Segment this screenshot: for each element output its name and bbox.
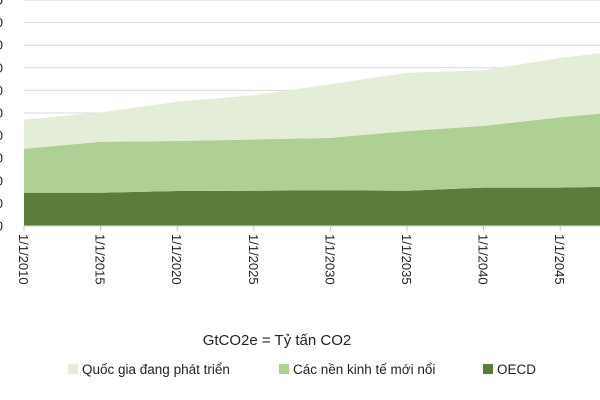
x-tick-label: 1/1/2020 (169, 234, 184, 285)
y-tick-label: 0 (0, 83, 3, 98)
legend-swatch (483, 364, 493, 374)
unit-note: GtCO2e = Tỷ tấn CO2 (203, 332, 352, 349)
area-series-2 (24, 113, 600, 193)
x-tick-label: 1/1/2025 (246, 234, 261, 285)
y-tick-label: 0 (0, 38, 3, 53)
x-tick-label: 1/1/2030 (322, 234, 337, 285)
y-tick-label: 0 (0, 219, 3, 234)
y-tick-label: 0 (0, 196, 3, 211)
x-tick-label: 1/1/2010 (16, 234, 31, 285)
legend-label: Các nền kinh tế mới nổi (293, 362, 435, 377)
x-tick-label: 1/1/2015 (93, 234, 108, 285)
y-tick-label: 0 (0, 15, 3, 30)
plot-area (24, 0, 600, 226)
y-tick-label: 0 (0, 173, 3, 188)
x-axis: 1/1/2010 1/1/2015 1/1/2020 1/1/2025 1/1/2030… (16, 225, 600, 285)
legend-label: OECD (497, 362, 536, 377)
x-tick-label: 1/1/2045 (552, 234, 567, 285)
x-tick-label: 1/1/2035 (399, 234, 414, 285)
y-tick-label: 0 (0, 106, 3, 121)
legend: Quốc gia đang phát triển Các nền kinh tế … (68, 362, 536, 377)
y-tick-label: 0 (0, 128, 3, 143)
y-tick-label: 0 (0, 151, 3, 166)
area-series-3 (24, 53, 600, 149)
legend-swatch (68, 364, 78, 374)
x-tick-label: 1/1/2040 (476, 234, 491, 285)
legend-label: Quốc gia đang phát triển (82, 362, 230, 377)
y-tick-label: 0 (0, 60, 3, 75)
legend-swatch (279, 364, 289, 374)
y-tick-label: 0 (0, 0, 3, 8)
y-axis: 0 0 0 0 0 0 0 0 0 0 0 (0, 0, 3, 234)
area-series-1 (24, 186, 600, 226)
